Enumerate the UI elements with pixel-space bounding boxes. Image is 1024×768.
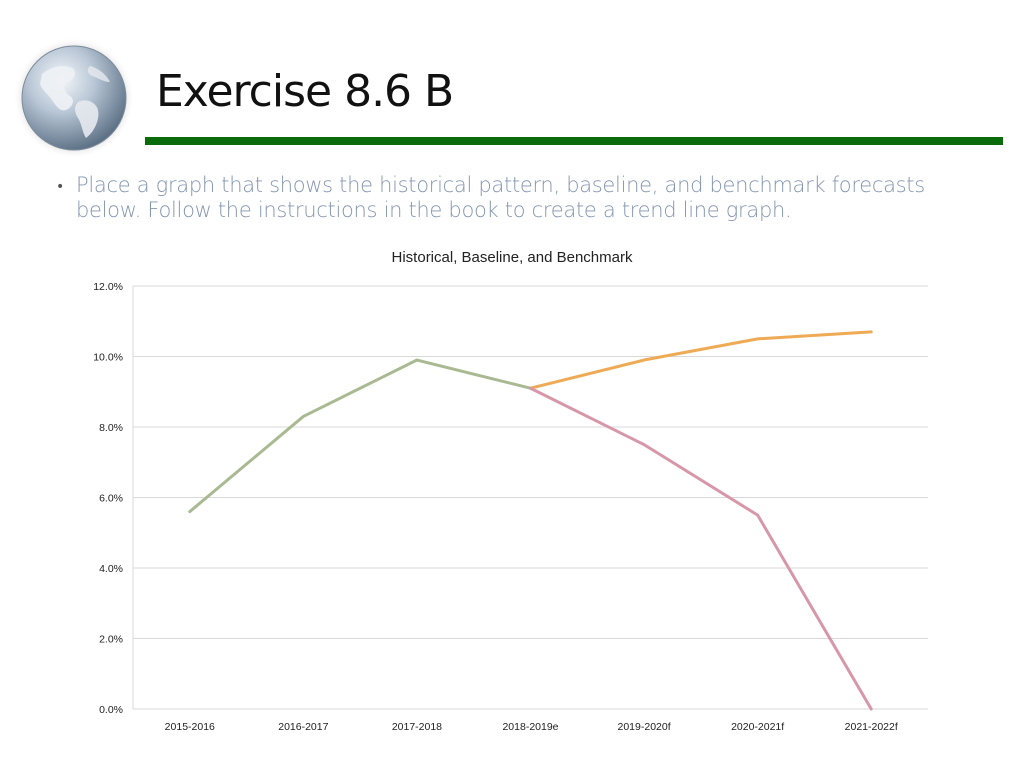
y-tick-label: 4.0% [99, 563, 123, 575]
y-tick-label: 0.0% [99, 704, 123, 716]
x-tick-label: 2021-2022f [845, 721, 898, 733]
y-tick-label: 2.0% [99, 634, 123, 646]
y-tick-label: 6.0% [99, 493, 123, 505]
globe-icon [13, 37, 135, 159]
x-tick-label: 2017-2018 [392, 721, 442, 733]
bullet-marker: • [56, 179, 65, 195]
x-tick-label: 2019-2020f [618, 721, 671, 733]
y-tick-label: 8.0% [99, 422, 123, 434]
x-tick-label: 2015-2016 [165, 721, 215, 733]
x-tick-label: 2018-2019e [502, 721, 558, 733]
slide-title: Exercise 8.6 B [156, 66, 454, 117]
series-line-1 [188, 358, 532, 514]
series-line-3 [529, 386, 873, 711]
chart-title: Historical, Baseline, and Benchmark [392, 249, 633, 266]
x-tick-label: 2020-2021f [731, 721, 784, 733]
x-tick-label: 2016-2017 [278, 721, 328, 733]
title-rule [145, 137, 1003, 145]
bullet-text: Place a graph that shows the historical … [76, 173, 925, 222]
series-line-2 [529, 330, 873, 390]
y-tick-label: 12.0% [93, 281, 123, 293]
y-tick-label: 10.0% [93, 352, 123, 364]
